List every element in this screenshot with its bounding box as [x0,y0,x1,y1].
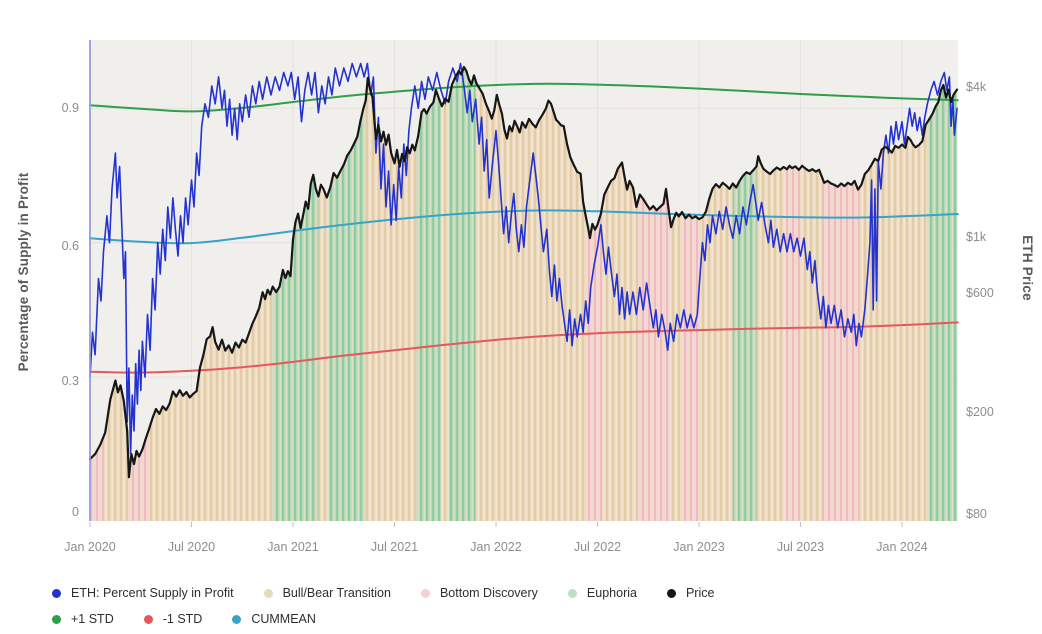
regime-band-bull_bear_transition [103,380,129,521]
regime-band-bull_bear_transition [365,77,417,521]
regime-band-bottom_discovery [785,165,801,521]
series-eth-percent-supply-in-profit [89,62,958,455]
legend-marker-icon [143,614,153,624]
regime-band-bull_bear_transition [670,212,683,521]
left-axis-title: Percentage of Supply in Profit [16,172,31,371]
legend-row: +1 STD -1 STD CUMMEAN [52,607,1042,631]
x-tick-label: Jan 2024 [876,540,927,554]
regime-band-euphoria [732,166,757,521]
series-minus-1-std [89,321,959,374]
legend-marker-icon [263,588,273,598]
regime-band-bottom_discovery [682,212,701,521]
legend-item: CUMMEAN [232,612,316,626]
regime-band-bull_bear_transition [441,98,449,521]
legend-label: -1 STD [162,612,203,626]
x-tick-label: Jan 2020 [64,540,115,554]
regime-band-bottom_discovery [90,436,104,521]
regime-band-euphoria [328,100,366,521]
legend-label: Euphoria [586,586,637,600]
regime-band-bull_bear_transition [700,182,733,521]
legend-label: Bull/Bear Transition [282,586,391,600]
regime-band-bull_bear_transition [318,184,329,521]
regime-band-bottom_discovery [585,204,603,521]
y-tick-label-right: $200 [966,405,994,419]
y-tick-label-right: $80 [966,507,987,521]
legend-item: Euphoria [567,586,637,600]
chart-legend: ETH: Percent Supply in Profit Bull/Bear T… [52,581,1042,631]
y-tick-label-right: $1k [966,230,987,244]
series-cummean [89,209,959,245]
series-plus-1-std [89,82,959,113]
legend-label: ETH: Percent Supply in Profit [71,586,234,600]
legend-marker-icon [52,614,61,624]
regime-band-bull_bear_transition [149,286,273,521]
legend-marker-icon [232,614,242,624]
series-price [88,65,959,479]
legend-item: ETH: Percent Supply in Profit [52,586,234,600]
legend-item: Bull/Bear Transition [263,586,391,600]
x-tick-label: Jan 2022 [470,540,521,554]
right-axis-title: ETH Price [1020,235,1035,301]
legend-marker-icon [666,588,676,598]
legend-marker-icon [567,588,577,598]
regime-band-bull_bear_transition [859,122,928,521]
y-tick-label-left: 0.9 [62,101,79,115]
legend-row: ETH: Percent Supply in Profit Bull/Bear T… [52,581,1042,605]
x-tick-label: Jul 2023 [777,540,824,554]
regime-band-euphoria [927,85,957,521]
x-tick-label: Jul 2022 [574,540,621,554]
regime-band-bottom_discovery [638,188,671,521]
x-tick-label: Jul 2021 [371,540,418,554]
regime-band-euphoria [448,67,476,521]
y-tick-label-left: 0.3 [62,374,79,388]
regime-band-bull_bear_transition [602,162,639,521]
market-regime-bands [90,67,957,521]
legend-item: +1 STD [52,612,114,626]
plot-area [88,40,959,527]
x-axis-ticks [89,522,903,527]
regime-band-bottom_discovery [128,428,150,521]
x-tick-label: Jul 2020 [168,540,215,554]
legend-marker-icon [52,588,61,598]
y-tick-label-right: $4k [966,80,987,94]
x-tick-label: Jan 2021 [267,540,318,554]
legend-item: Price [666,586,715,600]
legend-item: -1 STD [143,612,203,626]
chart-canvas: 0 0.3 0.6 0.9 $4k $1k $600 $200 $80 Jan … [16,40,1035,554]
x-tick-label: Jan 2023 [673,540,724,554]
regime-band-bull_bear_transition [756,156,786,521]
y-tick-label-left: 0 [72,505,79,519]
regime-band-euphoria [272,174,319,521]
regime-band-bottom_discovery [822,178,860,521]
legend-item: Bottom Discovery [420,586,538,600]
regime-band-bull_bear_transition [475,80,586,521]
legend-label: Price [685,586,715,600]
legend-label: +1 STD [71,612,114,626]
legend-label: CUMMEAN [251,612,316,626]
y-tick-label-right: $600 [966,286,994,300]
y-tick-label-left: 0.6 [62,239,79,253]
regime-band-euphoria [416,90,441,521]
legend-marker-icon [420,588,430,598]
legend-label: Bottom Discovery [439,586,538,600]
